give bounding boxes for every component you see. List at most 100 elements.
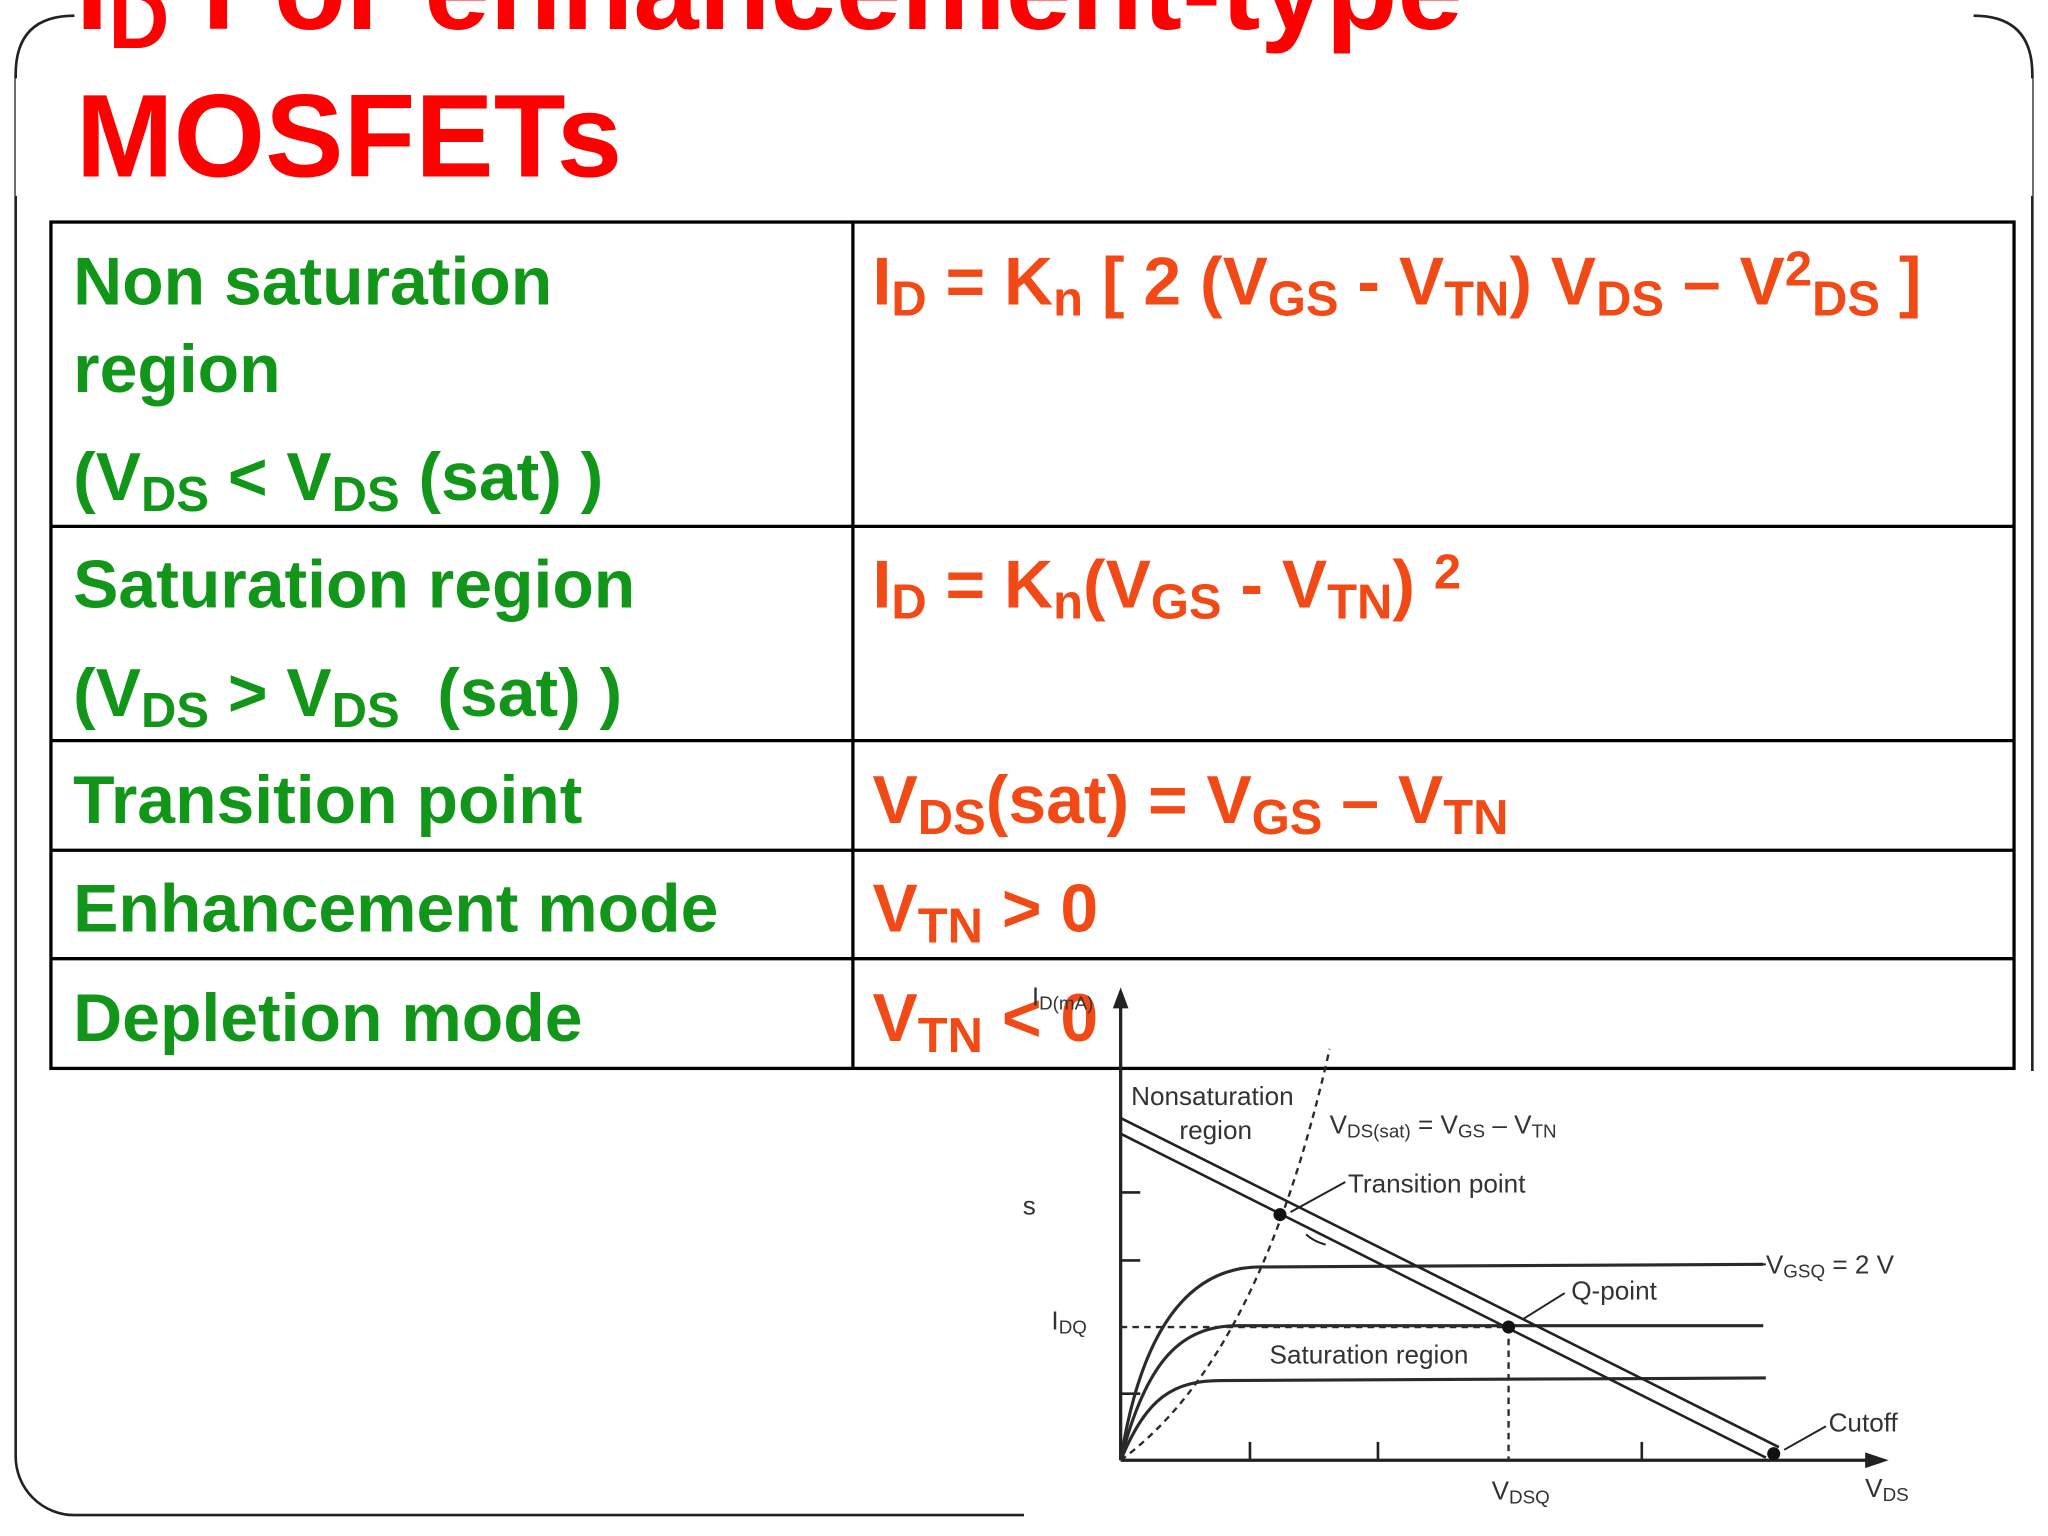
- diagram-label: Nonsaturation: [1131, 1081, 1294, 1111]
- text-run: – V: [1322, 763, 1443, 838]
- text-run: (sat) ): [400, 440, 604, 515]
- text-run: – V: [1485, 1110, 1532, 1140]
- frame-corner: [14, 14, 75, 79]
- subscript: DS: [332, 468, 400, 522]
- text-run: V: [1766, 1249, 1784, 1279]
- text-run: (V: [73, 440, 141, 515]
- row-label: Enhancement mode: [73, 871, 718, 946]
- row-label: (VDS < VDS (sat) ): [73, 440, 603, 522]
- text-run: Non saturation: [73, 244, 552, 319]
- text-run: > 0: [983, 871, 1098, 946]
- diagram-label: Transition point: [1348, 1168, 1526, 1198]
- text-run: (V: [73, 656, 141, 731]
- diagram-label: VDS(sat) = VGS – VTN: [1330, 1110, 1557, 1142]
- formula: VTN > 0: [872, 871, 1098, 953]
- transition-curve: [1119, 1048, 1331, 1462]
- text-run: Saturation region: [73, 547, 635, 622]
- characteristic-curve: [1119, 1376, 1766, 1461]
- text-run: V: [1865, 1473, 1883, 1503]
- text-run: [ 2 (V: [1083, 244, 1268, 319]
- subscript: GS: [1268, 272, 1339, 326]
- subscript: GSQ: [1783, 1261, 1825, 1282]
- axis-arrow: [1112, 987, 1129, 1009]
- diagram-label: Cutoff: [1829, 1408, 1899, 1438]
- subscript: TN: [1532, 1121, 1557, 1142]
- axis-label: VDS: [1865, 1473, 1909, 1505]
- subscript: DS: [1596, 272, 1664, 326]
- cutoff-point: [1767, 1447, 1781, 1461]
- axis-ticks: [1120, 1191, 1644, 1461]
- subscript: DS: [141, 468, 209, 522]
- text-run: I: [76, 0, 109, 54]
- subscript: DS: [332, 684, 400, 738]
- supscript: 2: [1434, 546, 1461, 600]
- text-run: V: [1330, 1110, 1348, 1140]
- subscript: DS(sat): [1347, 1121, 1411, 1142]
- text-run: V: [872, 871, 917, 946]
- axis-label: IDQ: [1051, 1306, 1086, 1338]
- diagram-label: Saturation region: [1270, 1340, 1469, 1370]
- load-line: [1120, 1132, 1767, 1459]
- text-run: < 0: [983, 981, 1098, 1056]
- leaders: [1289, 1181, 1827, 1451]
- text-run: = K: [927, 547, 1053, 622]
- text-run: I: [872, 244, 891, 319]
- load-line: [1120, 1116, 1780, 1449]
- subscript: TN: [918, 899, 983, 953]
- subscript: DS: [141, 684, 209, 738]
- text-run: region: [73, 332, 281, 407]
- text-run: = K: [927, 244, 1053, 319]
- text-run: - V: [1339, 244, 1445, 319]
- subscript: D: [108, 0, 169, 65]
- row-label: Non saturation: [73, 244, 552, 319]
- subscript: GS: [1458, 1121, 1485, 1142]
- row-label: Saturation region: [73, 547, 635, 622]
- row-label: Transition point: [73, 763, 582, 838]
- text-run: V: [1492, 1475, 1510, 1505]
- text-run: I: [1032, 982, 1039, 1012]
- subscript: DS: [1812, 272, 1880, 326]
- row-label: region: [73, 332, 281, 407]
- axis-label: VDSQ: [1492, 1475, 1550, 1507]
- text-run: (V: [1083, 547, 1151, 622]
- table-border: [49, 220, 2016, 1071]
- text-run: (sat) ): [400, 656, 623, 731]
- axis-arrow: [1865, 1452, 1889, 1469]
- diagram-label: s: [1023, 1191, 1036, 1221]
- diagram-label: region: [1179, 1115, 1252, 1145]
- text-run: I: [872, 547, 891, 622]
- title-mask: [15, 0, 2033, 196]
- row-label: Depletion mode: [73, 981, 582, 1056]
- text-run: V: [872, 981, 917, 1056]
- frame-corner: [1973, 14, 2034, 79]
- slide-title: ID For enhancement-type: [76, 0, 1463, 65]
- diagram-label: Q-point: [1571, 1276, 1657, 1306]
- subscript: n: [1053, 575, 1083, 629]
- subscript: GS: [1151, 575, 1222, 629]
- text-run: - V: [1222, 547, 1328, 622]
- subscript: DQ: [1059, 1317, 1087, 1338]
- text-run: > V: [209, 656, 332, 731]
- axis-label: ID(mA): [1032, 982, 1094, 1014]
- subscript: GS: [1252, 791, 1323, 845]
- slide-title: MOSFETs: [76, 70, 622, 201]
- subscript: D: [891, 575, 926, 629]
- subscript: TN: [1327, 575, 1392, 629]
- text-run: = 2 V: [1825, 1249, 1895, 1279]
- text-run: < V: [209, 440, 332, 515]
- subscript: D(mA): [1039, 993, 1093, 1014]
- q-point: [1502, 1320, 1516, 1334]
- subscript: DS: [1883, 1484, 1909, 1505]
- characteristic-curve: [1119, 1262, 1764, 1461]
- row-label: (VDS > VDS (sat) ): [73, 656, 622, 738]
- diagram-label: VGSQ = 2 V: [1766, 1249, 1895, 1281]
- formula: ID = Kn(VGS - VTN) 2: [872, 546, 1461, 629]
- text-run: – V: [1664, 244, 1785, 319]
- table-grid: [49, 220, 2016, 1071]
- text-run: For enhancement-type: [170, 0, 1463, 54]
- subscript: TN: [918, 1009, 983, 1063]
- text-run: Transition point: [73, 763, 582, 838]
